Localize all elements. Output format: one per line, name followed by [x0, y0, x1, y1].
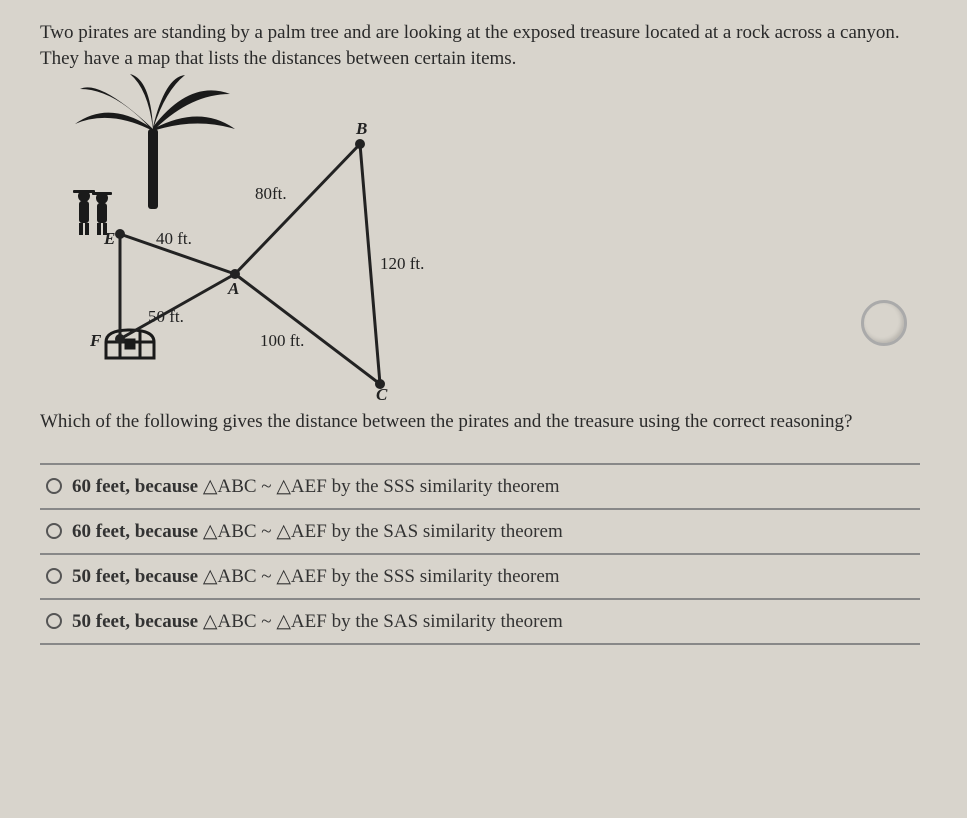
- len-BC: 120 ft.: [380, 254, 424, 274]
- point-label-A: A: [228, 279, 239, 299]
- geometry-lines: [50, 79, 550, 399]
- radio-icon: [46, 613, 62, 629]
- page: Two pirates are standing by a palm tree …: [40, 20, 920, 645]
- len-AF: 50 ft.: [148, 307, 184, 327]
- question-text: Which of the following gives the distanc…: [40, 409, 920, 435]
- len-AC: 100 ft.: [260, 331, 304, 351]
- answer-text: 60 feet, because △ABC ~ △AEF by the SSS …: [72, 475, 560, 498]
- radio-icon: [46, 478, 62, 494]
- point-label-E: E: [104, 229, 115, 249]
- point-label-B: B: [356, 119, 367, 139]
- len-EA: 40 ft.: [156, 229, 192, 249]
- answer-option[interactable]: 60 feet, because △ABC ~ △AEF by the SAS …: [40, 508, 920, 553]
- point-label-F: F: [90, 331, 101, 351]
- page-curl-icon: [861, 300, 907, 346]
- answer-list: 60 feet, because △ABC ~ △AEF by the SSS …: [40, 463, 920, 645]
- radio-icon: [46, 568, 62, 584]
- answer-option[interactable]: 60 feet, because △ABC ~ △AEF by the SSS …: [40, 463, 920, 508]
- len-AB: 80ft.: [255, 184, 287, 204]
- answer-text: 50 feet, because △ABC ~ △AEF by the SSS …: [72, 565, 560, 588]
- answer-text: 60 feet, because △ABC ~ △AEF by the SAS …: [72, 520, 563, 543]
- answer-option[interactable]: 50 feet, because △ABC ~ △AEF by the SSS …: [40, 553, 920, 598]
- radio-icon: [46, 523, 62, 539]
- problem-intro: Two pirates are standing by a palm tree …: [40, 20, 920, 71]
- point-label-C: C: [376, 385, 387, 405]
- diagram: E A F B C 40 ft. 50 ft. 80ft. 100 ft. 12…: [50, 79, 550, 399]
- answer-option[interactable]: 50 feet, because △ABC ~ △AEF by the SAS …: [40, 598, 920, 645]
- answer-text: 50 feet, because △ABC ~ △AEF by the SAS …: [72, 610, 563, 633]
